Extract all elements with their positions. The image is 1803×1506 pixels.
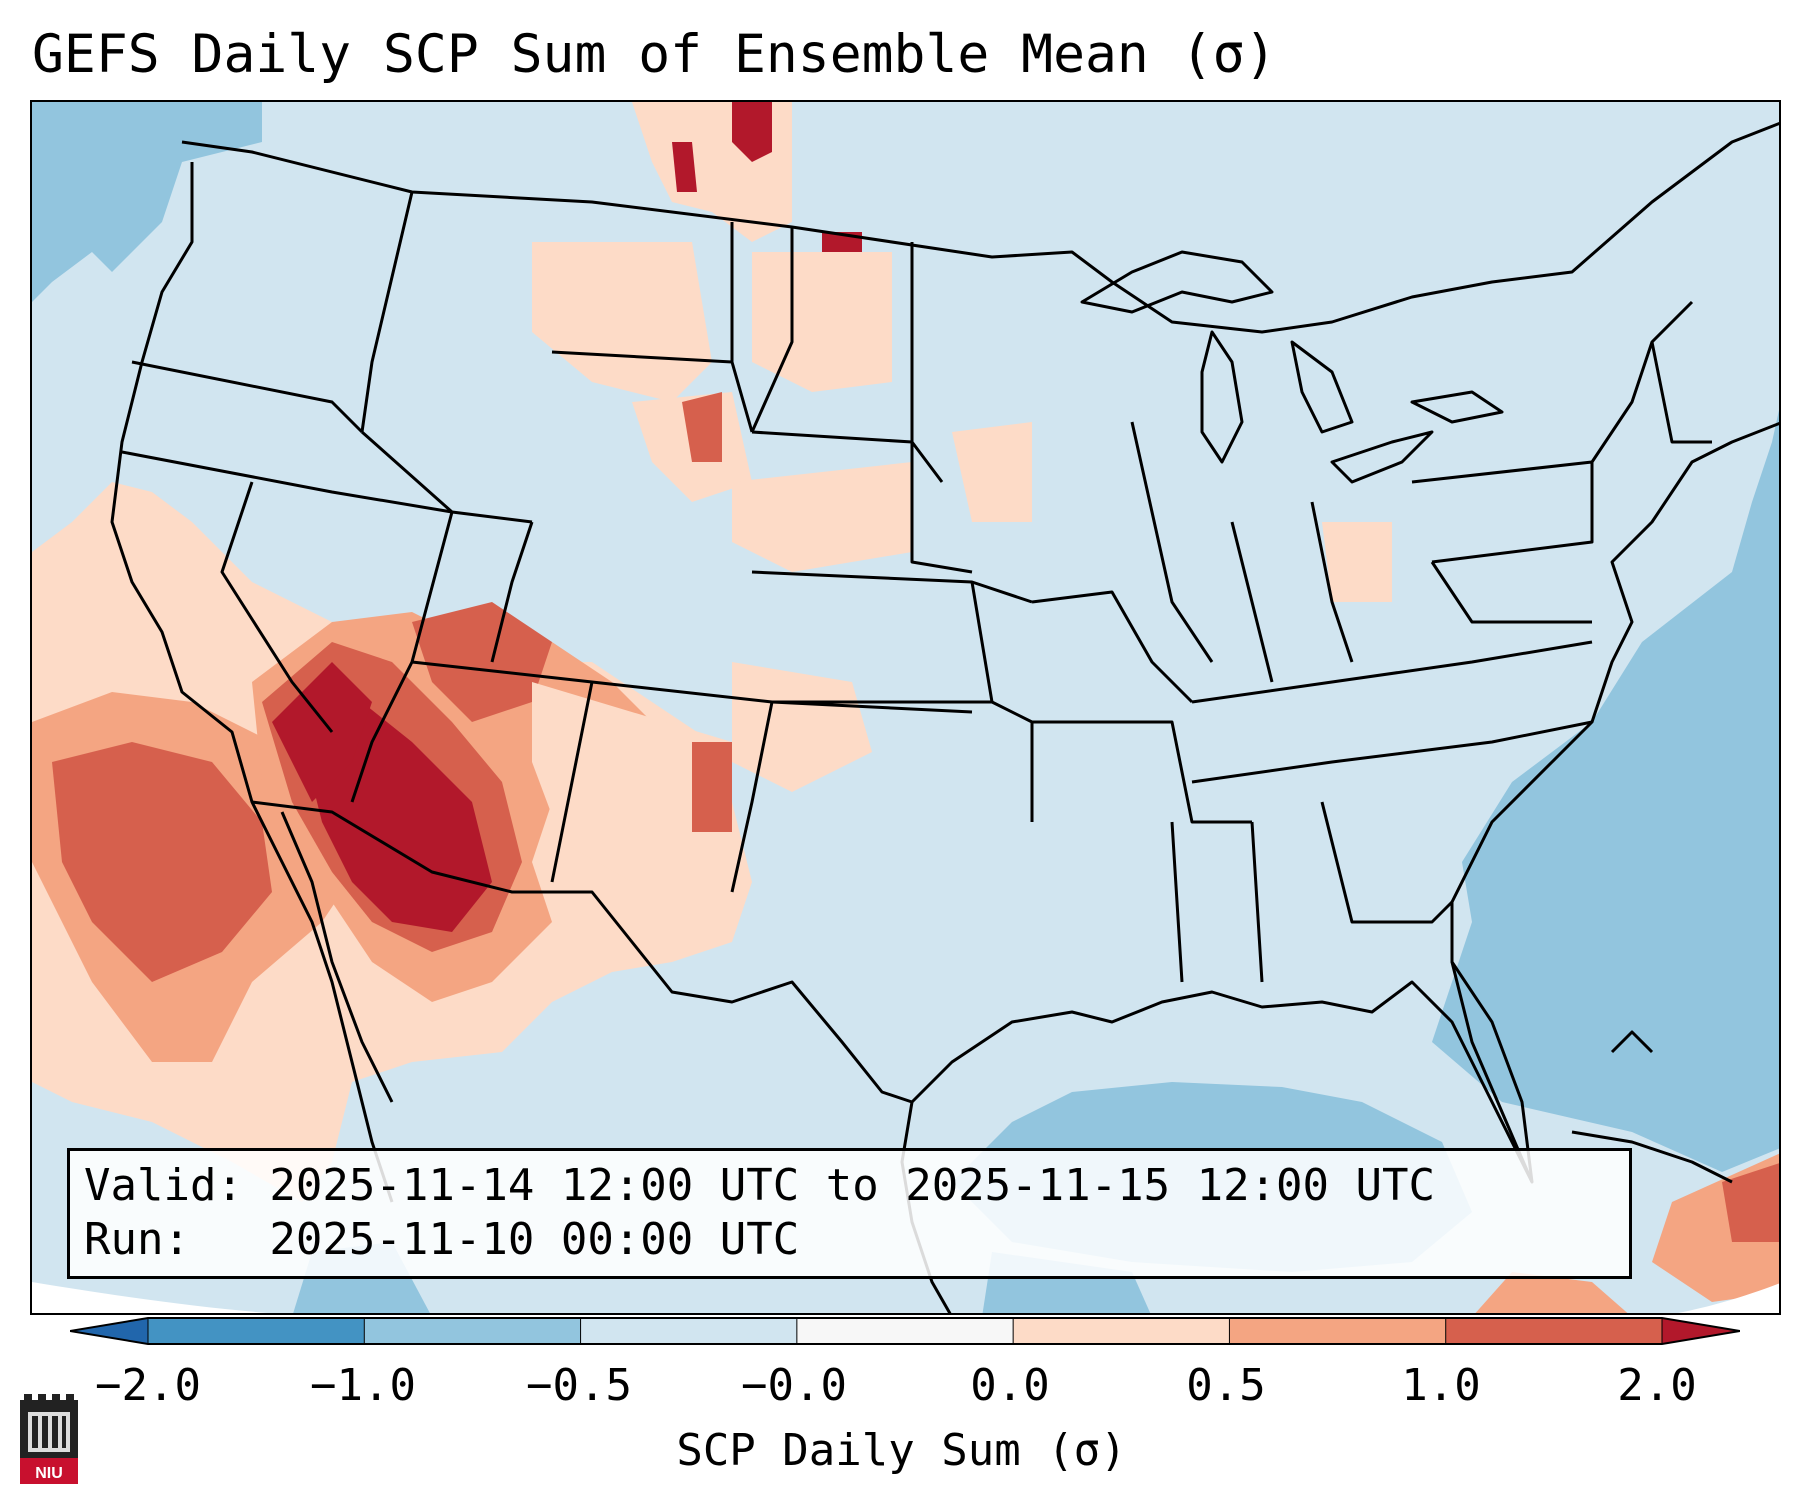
borders	[110, 121, 1779, 1313]
state-line-ny-ne	[1590, 300, 1694, 463]
south-caribbean-positive	[1475, 1272, 1628, 1313]
state-line-oh	[1310, 501, 1354, 663]
tick-label: −0.0	[741, 1360, 847, 1411]
atlantic-anomaly	[1432, 410, 1779, 1172]
colorbar-bin	[580, 1318, 798, 1344]
montana-extreme-streak	[672, 142, 697, 192]
state-line-mo-ks	[970, 581, 994, 703]
state-line-wa-id	[360, 191, 414, 433]
tick-label: 2.0	[1617, 1360, 1697, 1411]
projection-edge	[32, 1282, 268, 1313]
tick-label: 0.5	[1186, 1360, 1266, 1411]
colorbar-ticks: −2.0 −1.0 −0.5 −0.0 0.0 0.5 1.0 2.0	[0, 1360, 1803, 1420]
niu-logo: NIU	[20, 1394, 78, 1484]
tick-label: −0.5	[526, 1360, 632, 1411]
state-line-id-ut	[361, 430, 533, 524]
state-line-ok	[772, 700, 1034, 822]
state-line-or-ca	[121, 450, 453, 514]
montana-extreme-positive	[732, 102, 772, 162]
gulf-atlantic-coastline	[910, 421, 1779, 1184]
wyoming-light-positive	[532, 242, 712, 402]
new-mexico-strong-streak	[692, 742, 732, 832]
run-time-line: Run: 2025-11-10 00:00 UTC	[84, 1214, 800, 1265]
state-line-wi-il	[1130, 421, 1214, 663]
tick-label: 0.0	[970, 1360, 1050, 1411]
state-line-new-england	[1650, 341, 1712, 444]
lake-ontario	[1410, 390, 1504, 424]
state-line-ar	[1032, 720, 1252, 824]
state-line-mo-il	[1031, 590, 1194, 704]
state-line-al	[1250, 821, 1264, 983]
map-title: GEFS Daily SCP Sum of Ensemble Mean (σ)	[32, 24, 1277, 85]
tick-label: 1.0	[1401, 1360, 1481, 1411]
state-line-or-north	[131, 360, 364, 434]
colorbar-bin	[148, 1318, 365, 1344]
map-panel	[30, 100, 1781, 1315]
utah-strong-positive	[412, 602, 552, 722]
colorbar-label: SCP Daily Sum (σ)	[676, 1425, 1127, 1476]
iowa-light-positive	[952, 422, 1032, 522]
us-mexico-border	[251, 800, 913, 1104]
scp-anomaly-map	[32, 102, 1779, 1313]
colorbar-bin	[1662, 1318, 1740, 1344]
lake-huron	[1290, 340, 1354, 434]
cuba-outline	[1571, 1130, 1733, 1184]
colorbar-bin	[70, 1318, 148, 1344]
valid-info-box: Valid: 2025-11-14 12:00 UTC to 2025-11-1…	[67, 1148, 1632, 1279]
state-line-ky-tn	[1191, 640, 1593, 704]
projection-edge-right	[1678, 1283, 1779, 1313]
ohio-light-positive	[1322, 522, 1392, 602]
state-line-nd	[750, 227, 794, 433]
baja-offshore-strong	[52, 742, 272, 982]
state-line-pa	[1411, 460, 1594, 564]
colorbar-bin	[1445, 1318, 1663, 1344]
tick-label: −2.0	[95, 1360, 201, 1411]
state-line-nm-tx	[730, 701, 774, 893]
colorbar-bin	[1229, 1318, 1447, 1344]
state-line-in	[1230, 521, 1274, 683]
state-line-nv-ut	[350, 511, 454, 803]
west-coastline	[110, 162, 394, 1203]
state-line-tn-south	[1191, 720, 1593, 784]
baja-coastline	[280, 811, 394, 1103]
lake-erie	[1330, 430, 1434, 484]
colorbar	[70, 1317, 1740, 1345]
logo-band	[20, 1458, 78, 1484]
state-line-ms	[1170, 821, 1184, 983]
bahamas-outline	[1610, 1030, 1654, 1054]
state-line-dakotas-mn	[910, 242, 973, 574]
state-line-ut-co	[490, 521, 534, 663]
lake-superior	[1080, 250, 1274, 314]
colorado-north-strong	[682, 392, 722, 462]
state-line-va	[1430, 561, 1592, 624]
caribbean-strong-positive	[1722, 1163, 1779, 1242]
state-line-az-nm	[550, 681, 594, 883]
logo-text: NIU	[35, 1465, 63, 1482]
pacific-nw-anomaly	[32, 102, 262, 302]
state-line-ks-north	[751, 570, 1033, 604]
us-canada-border	[181, 121, 1779, 334]
tick-label: −1.0	[310, 1360, 416, 1411]
state-line-ga	[1320, 801, 1454, 924]
texas-panhandle-light-positive	[732, 662, 872, 792]
colorbar-bin	[796, 1318, 1014, 1344]
nevada-extreme-positive	[272, 662, 372, 802]
florida-coast	[1450, 961, 1534, 1183]
colorbar-bin	[1013, 1318, 1230, 1344]
colorbar-bin	[364, 1318, 582, 1344]
lake-michigan	[1200, 330, 1244, 464]
valid-time-line: Valid: 2025-11-14 12:00 UTC to 2025-11-1…	[84, 1160, 1436, 1211]
dakota-light-positive	[752, 252, 892, 392]
state-line-36-37	[411, 660, 973, 714]
nebraska-light-positive	[732, 462, 912, 572]
state-line-ca-nv	[220, 481, 334, 733]
